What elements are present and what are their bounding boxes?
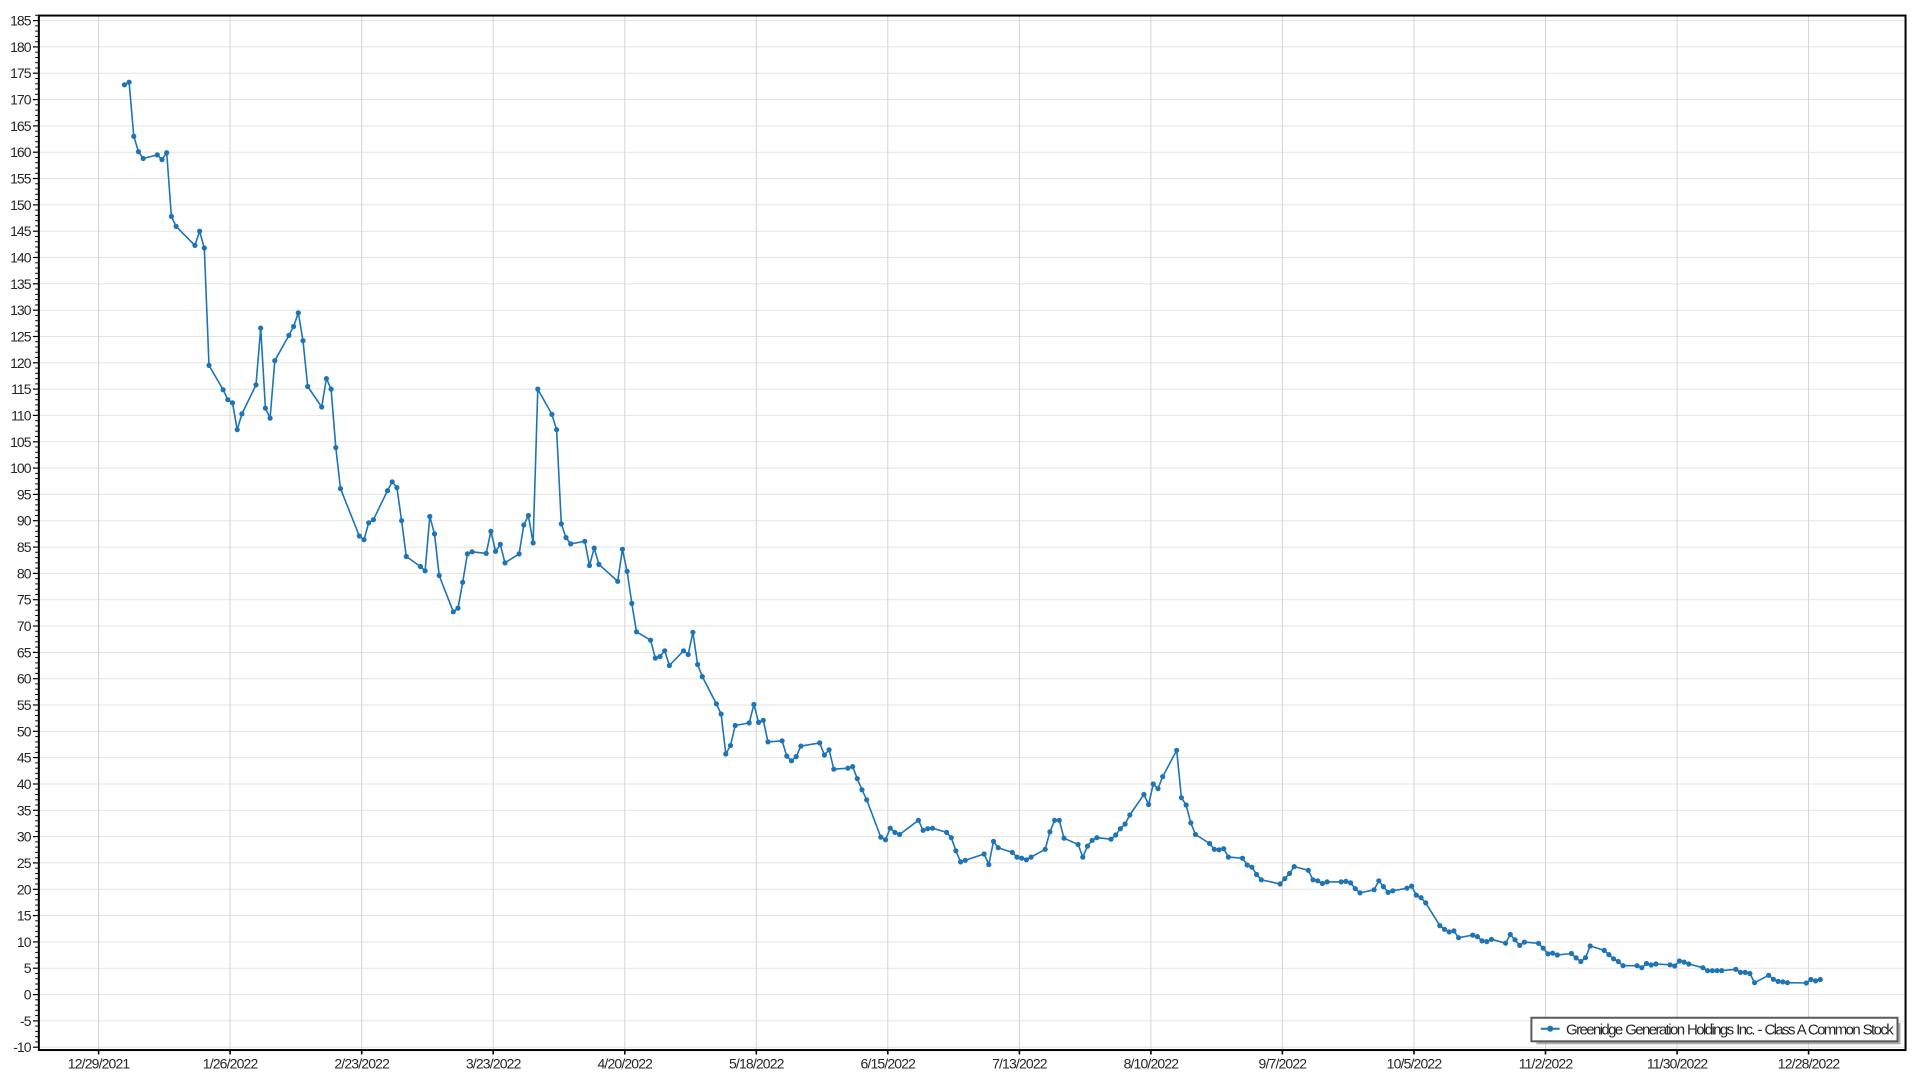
svg-text:2/23/2022: 2/23/2022	[334, 1056, 390, 1072]
svg-text:105: 105	[10, 434, 32, 450]
svg-text:7/13/2022: 7/13/2022	[992, 1056, 1048, 1072]
svg-text:180: 180	[10, 39, 32, 55]
svg-text:115: 115	[11, 381, 32, 397]
svg-text:65: 65	[17, 644, 32, 660]
svg-text:4/20/2022: 4/20/2022	[597, 1056, 653, 1072]
svg-text:160: 160	[10, 144, 32, 160]
svg-text:95: 95	[17, 486, 32, 502]
svg-text:5/18/2022: 5/18/2022	[729, 1056, 785, 1072]
svg-text:175: 175	[10, 65, 32, 81]
svg-text:145: 145	[10, 223, 32, 239]
svg-text:165: 165	[10, 118, 32, 134]
svg-text:35: 35	[17, 802, 32, 818]
svg-text:40: 40	[17, 776, 32, 792]
svg-text:85: 85	[17, 539, 32, 555]
svg-text:70: 70	[17, 618, 32, 634]
svg-text:130: 130	[10, 302, 32, 318]
svg-text:30: 30	[17, 829, 32, 845]
svg-text:135: 135	[10, 276, 32, 292]
svg-text:-10: -10	[13, 1039, 31, 1055]
svg-text:140: 140	[10, 250, 32, 266]
svg-text:20: 20	[17, 881, 32, 897]
svg-text:12/28/2022: 12/28/2022	[1778, 1056, 1841, 1072]
svg-text:80: 80	[17, 565, 32, 581]
svg-text:10: 10	[17, 934, 32, 950]
svg-text:155: 155	[10, 171, 32, 187]
svg-text:0: 0	[24, 987, 32, 1003]
svg-text:-5: -5	[20, 1013, 32, 1029]
svg-text:75: 75	[17, 592, 32, 608]
svg-text:3/23/2022: 3/23/2022	[466, 1056, 522, 1072]
svg-text:1/26/2022: 1/26/2022	[203, 1056, 259, 1072]
svg-text:90: 90	[17, 513, 32, 529]
svg-text:120: 120	[10, 355, 32, 371]
svg-text:10/5/2022: 10/5/2022	[1387, 1056, 1443, 1072]
svg-text:6/15/2022: 6/15/2022	[860, 1056, 916, 1072]
svg-text:170: 170	[10, 92, 32, 108]
svg-text:50: 50	[17, 723, 32, 739]
svg-text:55: 55	[17, 697, 32, 713]
svg-text:5: 5	[24, 960, 32, 976]
svg-text:45: 45	[17, 750, 32, 766]
svg-text:100: 100	[10, 460, 32, 476]
svg-text:11/2/2022: 11/2/2022	[1519, 1056, 1574, 1072]
svg-text:15: 15	[17, 908, 32, 924]
svg-text:11/30/2022: 11/30/2022	[1647, 1056, 1709, 1072]
svg-text:150: 150	[10, 197, 32, 213]
svg-text:8/10/2022: 8/10/2022	[1124, 1056, 1180, 1072]
svg-text:12/29/2021: 12/29/2021	[68, 1056, 131, 1072]
svg-text:Greenidge Generation Holdings: Greenidge Generation Holdings Inc. - Cla…	[1566, 1022, 1894, 1039]
svg-text:110: 110	[11, 407, 32, 423]
svg-text:25: 25	[17, 855, 32, 871]
svg-text:185: 185	[10, 13, 32, 29]
svg-text:60: 60	[17, 671, 32, 687]
svg-text:9/7/2022: 9/7/2022	[1259, 1056, 1308, 1072]
svg-text:125: 125	[10, 329, 32, 345]
